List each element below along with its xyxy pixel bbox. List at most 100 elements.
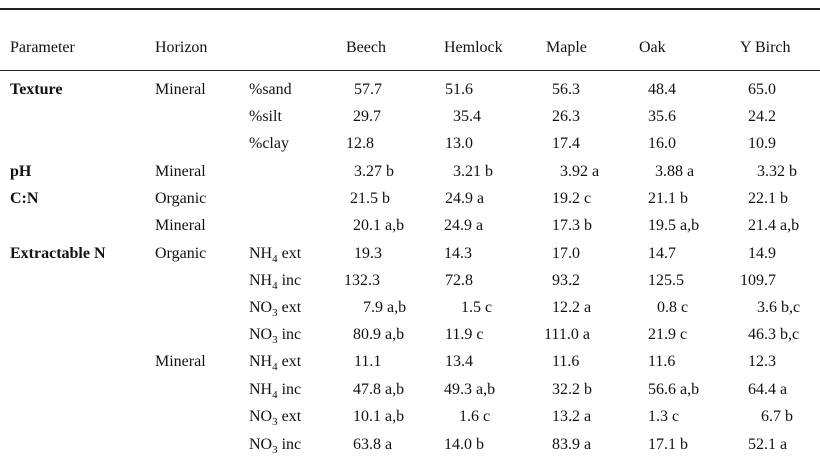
cell-beech: 3.27 b	[354, 163, 394, 180]
cell-y-birch: 6.7 b	[761, 408, 793, 425]
measure-suffix: inc	[277, 272, 302, 289]
cell-beech: 7.9 a,b	[363, 299, 407, 316]
top-rule	[0, 8, 820, 10]
measure-base: NO	[249, 436, 273, 453]
measure-suffix: ext	[277, 245, 302, 262]
cell-y-birch: 46.3 b,c	[748, 326, 800, 343]
cell-beech: 12.8	[346, 135, 374, 152]
cell-beech: 20.1 a,b	[353, 217, 405, 234]
measure-base: NO	[249, 326, 273, 343]
cell-maple: 111.0 a	[544, 326, 590, 343]
cell-beech: 11.1	[354, 353, 382, 370]
cell-maple: 3.92 a	[560, 163, 600, 180]
cell-oak: 16.0	[648, 135, 676, 152]
row-measure-label: NH4 inc	[249, 272, 302, 292]
cell-hemlock: 3.21 b	[453, 163, 493, 180]
measure-base: %clay	[249, 135, 289, 152]
measure-base: NH	[249, 245, 273, 262]
cell-hemlock: 14.3	[444, 245, 472, 262]
measure-base: NO	[249, 408, 273, 425]
cell-y-birch: 3.6 b,c	[757, 299, 801, 316]
row-horizon-label: Mineral	[155, 81, 206, 98]
cell-y-birch: 21.4 a,b	[748, 217, 800, 234]
cell-maple: 17.4	[552, 135, 580, 152]
cell-hemlock: 1.6 c	[459, 408, 491, 425]
row-measure-label: NO3 ext	[249, 408, 302, 428]
column-header-hemlock: Hemlock	[444, 39, 503, 56]
cell-oak: 56.6 a,b	[648, 381, 700, 398]
cell-oak: 11.6	[648, 353, 676, 370]
cell-hemlock: 51.6	[445, 81, 473, 98]
measure-suffix: inc	[277, 436, 302, 453]
measure-subscript: 4	[272, 361, 278, 373]
cell-y-birch: 12.3	[748, 353, 776, 370]
row-parameter-label: pH	[10, 163, 32, 180]
cell-maple: 12.2 a	[552, 299, 592, 316]
cell-hemlock: 72.8	[445, 272, 473, 289]
cell-oak: 19.5 a,b	[648, 217, 700, 234]
cell-hemlock: 13.4	[445, 353, 473, 370]
cell-oak: 0.8 c	[657, 299, 689, 316]
measure-base: NO	[249, 299, 273, 316]
row-measure-label: NO3 ext	[249, 299, 302, 319]
measure-suffix: inc	[277, 381, 302, 398]
cell-beech: 57.7	[354, 81, 382, 98]
cell-y-birch: 22.1 b	[748, 190, 788, 207]
cell-beech: 29.7	[353, 108, 381, 125]
cell-beech: 10.1 a,b	[353, 408, 405, 425]
cell-maple: 26.3	[552, 108, 580, 125]
cell-hemlock: 49.3 a,b	[444, 381, 496, 398]
cell-y-birch: 65.0	[748, 81, 776, 98]
cell-oak: 1.3 c	[648, 408, 680, 425]
cell-maple: 83.9 a	[552, 436, 592, 453]
cell-y-birch: 52.1 a	[748, 436, 788, 453]
cell-beech: 132.3	[344, 272, 380, 289]
cell-beech: 63.8 a	[353, 436, 393, 453]
measure-suffix: ext	[277, 353, 302, 370]
measure-base: NH	[249, 381, 273, 398]
row-measure-label: NH4 ext	[249, 245, 302, 265]
cell-beech: 47.8 a,b	[353, 381, 405, 398]
cell-maple: 13.2 a	[552, 408, 592, 425]
measure-subscript: 3	[272, 334, 278, 346]
cell-y-birch: 10.9	[748, 135, 776, 152]
measure-suffix: ext	[277, 408, 302, 425]
column-header-beech: Beech	[346, 39, 386, 56]
column-header-maple: Maple	[546, 39, 587, 56]
measure-suffix: ext	[277, 299, 302, 316]
cell-y-birch: 109.7	[740, 272, 776, 289]
cell-oak: 21.9 c	[648, 326, 688, 343]
row-horizon-label: Mineral	[155, 217, 206, 234]
cell-hemlock: 1.5 c	[461, 299, 493, 316]
cell-hemlock: 35.4	[453, 108, 481, 125]
measure-base: NH	[249, 353, 273, 370]
cell-maple: 93.2	[552, 272, 580, 289]
row-measure-label: %clay	[249, 135, 289, 153]
row-measure-label: NH4 inc	[249, 381, 302, 401]
cell-oak: 3.88 a	[655, 163, 695, 180]
column-header-parameter: Parameter	[10, 39, 75, 56]
row-parameter-label: C:N	[10, 190, 39, 207]
cell-maple: 32.2 b	[552, 381, 592, 398]
row-horizon-label: Organic	[155, 245, 207, 262]
cell-maple: 11.6	[552, 353, 580, 370]
cell-maple: 56.3	[552, 81, 580, 98]
measure-subscript: 3	[272, 444, 278, 456]
cell-y-birch: 3.32 b	[757, 163, 797, 180]
cell-hemlock: 13.0	[445, 135, 473, 152]
measure-base: %silt	[249, 108, 282, 125]
cell-oak: 21.1 b	[648, 190, 688, 207]
column-header-horizon: Horizon	[155, 39, 208, 56]
cell-oak: 35.6	[648, 108, 676, 125]
row-measure-label: NO3 inc	[249, 326, 301, 346]
cell-oak: 14.7	[648, 245, 676, 262]
cell-hemlock: 24.9 a	[444, 217, 484, 234]
column-header-y-birch: Y Birch	[740, 39, 791, 56]
measure-subscript: 4	[272, 280, 278, 292]
row-measure-label: %silt	[249, 108, 282, 126]
measure-subscript: 4	[272, 389, 278, 401]
row-parameter-label: Texture	[10, 81, 63, 98]
cell-maple: 17.3 b	[552, 217, 592, 234]
cell-maple: 19.2 c	[552, 190, 592, 207]
row-horizon-label: Organic	[155, 190, 207, 207]
